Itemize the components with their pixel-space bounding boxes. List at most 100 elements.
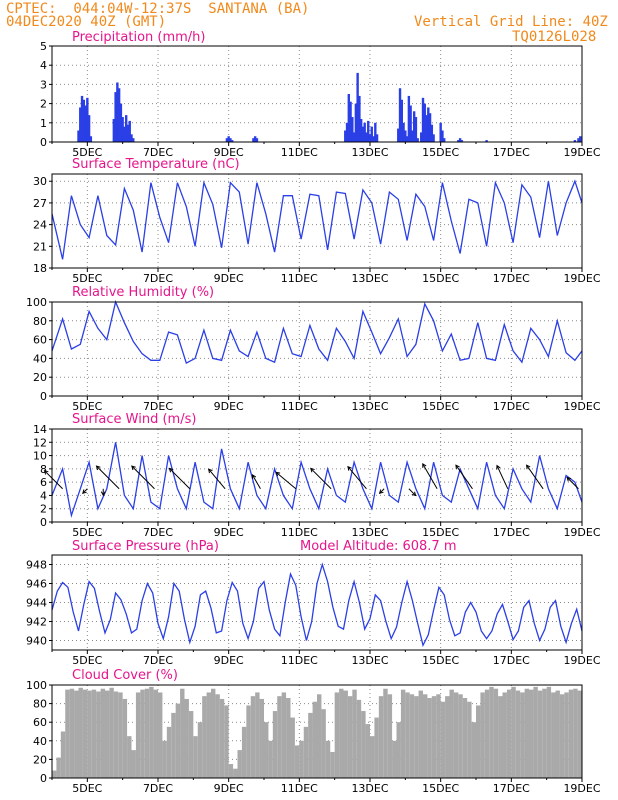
cloud-column [140,689,145,778]
precip-bar [427,107,430,142]
precip-bar [400,99,403,142]
precip-bar [420,132,423,142]
cloud-column [109,687,114,778]
panel-frame [51,45,583,143]
x-tick-label: 19DEC [563,654,600,667]
precip-bar [397,128,400,142]
wind-arrow-head [131,465,136,471]
x-tick-label: 13DEC [351,400,388,413]
y-tick-label: 1 [40,117,47,130]
cloud-column [308,712,313,778]
wind-arrow-head [82,489,87,495]
x-tick-label: 13DEC [351,526,388,539]
grid-line-note: Vertical Grid Line: 40Z [414,14,608,30]
x-tick-label: 11DEC [281,146,318,159]
cloud-column [175,703,181,778]
cloud-column [392,740,397,778]
cloud-column [144,688,150,778]
cloud-column [286,698,291,778]
cloud-column [228,764,234,778]
x-tick-label: 5DEC [72,654,102,667]
precip-bar [114,92,117,142]
cloud-column [462,698,468,778]
wind-arrow-head [168,467,174,473]
cloud-column [131,750,136,778]
cloud-column [105,690,110,778]
x-tick-label: 17DEC [493,782,530,795]
wind-arrow-head [310,467,315,473]
x-tick-label: 9DEC [214,526,244,539]
precip-bar [414,117,418,142]
precip-bar [441,130,444,142]
cloud-column [383,688,388,778]
cloud-column [506,689,512,778]
cloud-column [529,689,534,778]
wind-arrow [131,465,155,490]
wind-arrow [422,463,438,490]
precip-bar [428,113,432,142]
cloud-column [458,694,463,778]
y-tick-label: 60 [33,716,47,729]
cloud-column [564,692,569,778]
wind-arrow [347,466,367,490]
cloud-column [502,692,507,778]
panel-frame [51,301,583,397]
cloud-column [520,692,525,778]
precip-bar [351,117,354,142]
wind-arrow-head [422,462,427,468]
x-tick-label: 19DEC [563,400,600,413]
x-tick-label: 5DEC [72,782,102,795]
cloud-column [347,696,353,778]
wind-arrow [169,468,191,490]
x-tick-label: 19DEC [563,146,600,159]
x-tick-label: 15DEC [422,146,459,159]
cloud-column [60,731,66,778]
x-tick-label: 7DEC [143,526,173,539]
x-tick-label: 9DEC [214,654,244,667]
cloud-column [339,688,344,778]
wind-arrow-head [411,491,417,497]
cloud-column [453,692,459,778]
x-tick-label: 17DEC [493,654,530,667]
wind-arrow [44,470,63,490]
cloud-column [135,692,141,778]
cloud-column [418,690,423,778]
precip-bar [252,138,255,142]
x-tick-label: 15DEC [422,782,459,795]
cloud-column [215,694,220,778]
cloud-column [281,692,287,778]
y-tick-label: 6 [40,476,47,489]
x-tick-label: 13DEC [351,782,388,795]
y-tick-label: 946 [26,578,47,591]
cloud-column [493,688,499,778]
cloud-column [74,690,79,778]
precip-bar [123,126,126,142]
precip-bar [345,122,349,142]
precip-bar [370,126,373,142]
x-tick-label: 11DEC [281,526,318,539]
x-tick-label: 7DEC [143,654,173,667]
y-tick-label: 30 [33,175,47,188]
x-tick-label: 17DEC [493,526,530,539]
cloud-column [184,698,189,778]
cloud-column [202,696,207,778]
panel-title: Surface Wind (m/s) [72,412,196,427]
precip-bar [439,122,442,142]
x-tick-label: 11DEC [281,654,318,667]
x-tick-label: 19DEC [563,526,600,539]
x-tick-label: 11DEC [281,400,318,413]
temp-line [51,179,583,260]
x-tick-label: 7DEC [143,782,173,795]
precip-bar [347,94,350,142]
cloud-column [484,689,490,778]
cloud-column [436,694,441,778]
precip-bar [425,115,428,142]
y-tick-label: 8 [40,463,47,476]
y-tick-label: 80 [33,315,47,328]
y-tick-label: 4 [40,489,47,502]
cloud-column [352,689,357,778]
wind-arrow-head [496,464,501,470]
precip-bar [363,122,366,142]
precip-bar [356,72,359,142]
